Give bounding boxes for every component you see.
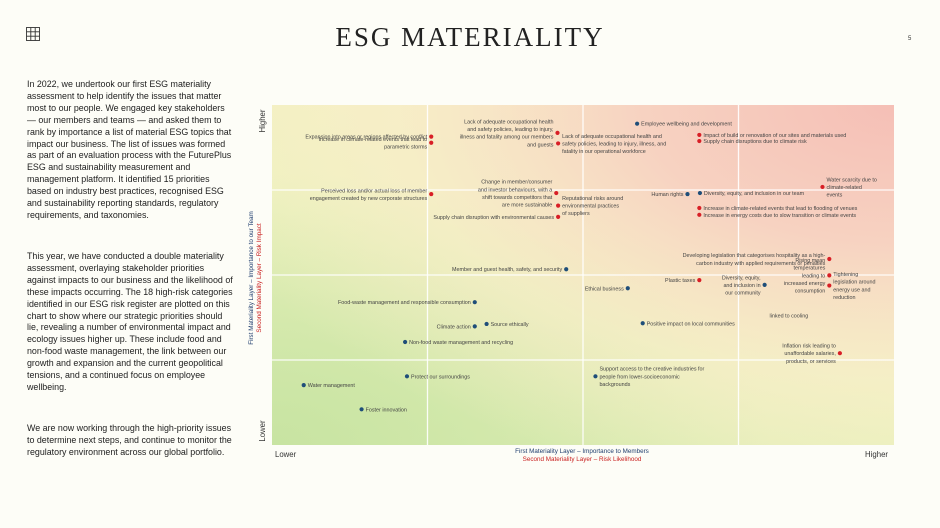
blue-point-label-15: Foster innovation <box>366 407 407 413</box>
red-point-label-11: Water scarcity due to climate-related even… <box>826 177 876 198</box>
red-point-label-2: Expansion into areas or regions affected… <box>305 135 427 141</box>
red-point-label-7: Perceived loss and/or actual loss of mem… <box>310 188 428 202</box>
red-point-label-15: Plastic taxes <box>665 278 696 284</box>
red-point-label-16: Rising mean temperatures leading to increas… <box>784 258 826 294</box>
red-point-label-6: Supply chain disruptions due to climate … <box>703 139 807 145</box>
red-point-18 <box>837 351 842 356</box>
x-axis-high-label: Higher <box>865 450 888 459</box>
red-point-4 <box>556 141 561 146</box>
red-point-label-9: Reputational risks around environmental p… <box>562 196 623 217</box>
blue-point-label-8: Climate action <box>437 324 471 330</box>
red-point-12 <box>697 205 702 211</box>
grid-icon <box>26 27 40 41</box>
blue-point-7 <box>472 300 477 305</box>
blue-point-5 <box>625 286 630 291</box>
red-point-label-3: Increase in climate-related events that … <box>318 137 427 151</box>
y-axis-low-label: Lower <box>258 420 267 442</box>
blue-point-label-1: Employee wellbeing and development <box>641 122 732 128</box>
red-point-label-14: Developing legislation that categorises … <box>683 253 826 267</box>
blue-point-label-10: Positive impact on local communities <box>647 321 735 327</box>
blue-point-11 <box>403 339 408 345</box>
red-point-9 <box>556 203 561 208</box>
red-point-3 <box>429 140 434 145</box>
red-point-label-10: Supply chain disruption with environment… <box>433 215 554 221</box>
blue-point-label-13: Support access to the creative industrie… <box>599 367 704 388</box>
blue-point-3 <box>697 190 703 196</box>
red-point-6 <box>697 138 702 144</box>
blue-point-label-11: Non-food waste management and recycling <box>409 340 513 346</box>
red-point-11 <box>820 184 825 190</box>
red-point-7 <box>429 191 434 197</box>
blue-point-6 <box>762 282 767 287</box>
red-point-1 <box>555 130 560 135</box>
red-point-5 <box>697 132 702 138</box>
blue-point-label-7: Food-waste management and responsible co… <box>338 300 471 306</box>
red-point-16 <box>827 273 832 278</box>
blue-point-label-2: Human rights <box>651 192 683 198</box>
red-point-8 <box>554 190 559 196</box>
red-point-label-18: Inflation risk leading to unaffordable sa… <box>782 344 836 365</box>
x-axis-low-label: Lower <box>275 450 297 459</box>
blue-point-2 <box>685 191 690 197</box>
blue-point-label-12: Protect our surroundings <box>411 374 470 380</box>
red-point-2 <box>429 134 434 139</box>
intro-paragraph-2: This year, we have conducted a double ma… <box>27 251 233 392</box>
blue-point-8 <box>472 324 477 329</box>
red-point-13 <box>697 212 702 217</box>
blue-point-10 <box>640 321 645 326</box>
y-axis-title: First Materiality Layer – Importance to … <box>248 211 255 345</box>
blue-point-label-6: Diversity, equity, and inclusion in our co… <box>722 275 761 296</box>
red-point-label-17: Tightening legislation around energy use a… <box>833 272 875 301</box>
red-point-17 <box>827 283 832 288</box>
page-title: ESG MATERIALITY <box>335 22 605 52</box>
blue-point-label-14: Water management <box>308 383 356 389</box>
x-axis-title-secondary: Second Materiality Layer – Risk Likeliho… <box>523 456 642 463</box>
blue-point-label-5: Ethical business <box>585 286 624 292</box>
red-point-label-12: Increase in climate-related events that … <box>703 206 857 212</box>
blue-point-label-9: Source ethically <box>491 322 529 328</box>
blue-point-15 <box>359 407 364 412</box>
intro-paragraph-1: In 2022, we undertook our first ESG mate… <box>27 79 232 220</box>
red-point-label-13: Increase in energy costs due to slow tra… <box>703 213 856 219</box>
red-point-10 <box>556 214 561 219</box>
x-axis-title: First Materiality Layer – Importance to … <box>515 448 649 455</box>
red-point-label-4: Lack of adequate occupational health and… <box>562 134 666 155</box>
y-axis-high-label: Higher <box>258 109 267 132</box>
data-points <box>301 121 842 412</box>
y-axis-title-secondary: Second Materiality Layer – Risk Impact <box>256 223 263 332</box>
red-point-label-5: Impact of build or renovation of our sit… <box>703 133 846 139</box>
blue-point-1 <box>635 121 640 126</box>
page-number: 5 <box>908 36 912 42</box>
blue-point-label-4: Member and guest health, safety, and sec… <box>452 267 562 273</box>
quadrant-grid <box>272 105 894 445</box>
annotation-label-1: linked to cooling <box>770 314 809 320</box>
point-labels: Employee wellbeing and development Human … <box>305 119 877 413</box>
blue-point-14 <box>301 383 306 388</box>
intro-paragraph-3: We are now working through the high-prio… <box>27 423 232 457</box>
blue-point-label-3: Diversity, equity, and inclusion in our … <box>704 191 805 197</box>
red-point-14 <box>827 256 832 262</box>
red-point-label-8: Change in member/consumer and investor be… <box>478 180 553 209</box>
blue-point-9 <box>484 321 489 327</box>
red-point-label-1: Lack of adequate occupational health and … <box>460 119 554 148</box>
materiality-chart: linked to cooling Employee wellbeing and… <box>248 105 894 463</box>
blue-point-12 <box>404 374 410 379</box>
red-point-15 <box>697 278 702 283</box>
chart-annotations: linked to cooling <box>770 314 809 320</box>
blue-point-4 <box>564 267 569 272</box>
blue-point-13 <box>593 374 598 379</box>
